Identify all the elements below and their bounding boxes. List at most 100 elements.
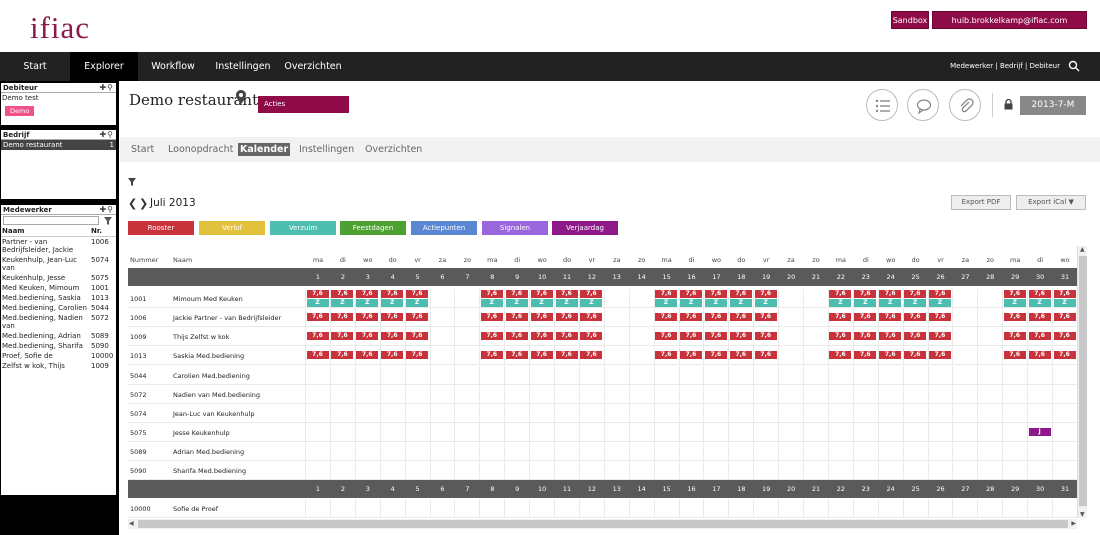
scroll-right-icon[interactable]: ▶ [1071, 520, 1076, 527]
rooster-cell[interactable]: 7,6 [1053, 290, 1076, 298]
rooster-cell[interactable]: 7,6 [306, 332, 329, 340]
rooster-cell[interactable]: 7,6 [1003, 351, 1026, 359]
verzuim-cell[interactable]: Z [331, 299, 354, 307]
scroll-thumb[interactable] [1079, 256, 1087, 506]
rooster-cell[interactable]: 7,6 [1028, 313, 1051, 321]
rooster-cell[interactable]: 7,6 [655, 290, 678, 298]
rooster-cell[interactable]: 7,6 [1053, 313, 1076, 321]
table-row[interactable] [128, 461, 1077, 480]
nav-overzichten[interactable]: Overzichten [284, 61, 342, 72]
rooster-cell[interactable]: 7,6 [829, 313, 852, 321]
rooster-cell[interactable]: 7,6 [331, 351, 354, 359]
scroll-down-icon[interactable]: ▼ [1080, 511, 1085, 518]
rooster-cell[interactable]: 7,6 [754, 290, 777, 298]
rooster-cell[interactable]: 7,6 [729, 332, 752, 340]
rooster-cell[interactable]: 7,6 [480, 290, 503, 298]
rooster-cell[interactable]: 7,6 [381, 351, 404, 359]
rooster-cell[interactable]: 7,6 [680, 332, 702, 340]
scroll-thumb[interactable] [138, 520, 1068, 528]
verzuim-cell[interactable]: Z [655, 299, 678, 307]
rooster-cell[interactable]: 7,6 [505, 313, 528, 321]
rooster-cell[interactable]: 7,6 [580, 332, 603, 340]
rooster-cell[interactable]: 7,6 [704, 332, 727, 340]
rooster-cell[interactable]: 7,6 [729, 290, 752, 298]
verzuim-cell[interactable]: Z [854, 299, 877, 307]
horizontal-scrollbar[interactable]: ◀ ▶ [128, 519, 1077, 529]
rooster-cell[interactable]: 7,6 [356, 313, 379, 321]
tab-start[interactable]: Start [131, 144, 155, 155]
medewerker-row[interactable]: Med.bediening, Saskia 1013 [1, 293, 116, 303]
rooster-cell[interactable]: 7,6 [929, 313, 951, 321]
medewerker-row[interactable]: Med Keuken, Mimoum 1001 [1, 283, 116, 293]
rooster-cell[interactable]: 7,6 [854, 332, 877, 340]
col-nr[interactable]: Nr. [91, 227, 102, 235]
bedrijf-item[interactable]: Demo restaurant 1 [1, 140, 116, 150]
rooster-cell[interactable]: 7,6 [754, 313, 777, 321]
medewerker-row[interactable]: Med.bediening, Nadien van 5072 [1, 313, 116, 331]
rooster-cell[interactable]: 7,6 [406, 332, 429, 340]
rooster-cell[interactable]: 7,6 [356, 351, 379, 359]
verzuim-cell[interactable]: Z [1028, 299, 1051, 307]
vertical-scrollbar[interactable]: ▲ ▼ [1077, 246, 1087, 518]
rooster-cell[interactable]: 7,6 [381, 313, 404, 321]
medewerker-row[interactable]: Med.bediening, Adrian 5089 [1, 331, 116, 341]
list-button[interactable] [866, 89, 898, 121]
verzuim-cell[interactable]: Z [480, 299, 503, 307]
rooster-cell[interactable]: 7,6 [555, 332, 578, 340]
rooster-cell[interactable]: 7,6 [829, 332, 852, 340]
rooster-cell[interactable]: 7,6 [829, 290, 852, 298]
attachment-button[interactable] [949, 89, 981, 121]
rooster-cell[interactable]: 7,6 [356, 332, 379, 340]
verjaardag-cell[interactable]: J [1028, 428, 1051, 436]
table-row[interactable] [128, 423, 1077, 442]
medewerker-filter-input[interactable] [3, 216, 99, 225]
rooster-cell[interactable]: 7,6 [406, 351, 429, 359]
rooster-cell[interactable]: 7,6 [754, 351, 777, 359]
rooster-cell[interactable]: 7,6 [879, 313, 902, 321]
demo-badge[interactable]: Demo [5, 106, 35, 116]
verzuim-cell[interactable]: Z [381, 299, 404, 307]
export-ical-dropdown[interactable]: Export iCal ▼ [1016, 195, 1086, 210]
rooster-cell[interactable]: 7,6 [904, 332, 927, 340]
search-icon[interactable] [1068, 60, 1080, 72]
verzuim-cell[interactable]: Z [356, 299, 379, 307]
table-row[interactable] [128, 366, 1077, 385]
tab-overzichten[interactable]: Overzichten [365, 144, 423, 155]
rooster-cell[interactable]: 7,6 [904, 351, 927, 359]
rooster-cell[interactable]: 7,6 [1053, 332, 1076, 340]
table-row[interactable] [128, 346, 1077, 365]
verzuim-cell[interactable]: Z [704, 299, 727, 307]
add-search-icon[interactable]: ✚⚲ [99, 205, 114, 214]
rooster-cell[interactable]: 7,6 [356, 290, 379, 298]
sandbox-button[interactable]: Sandbox [891, 11, 929, 29]
filter-icon[interactable] [128, 178, 136, 186]
rooster-cell[interactable]: 7,6 [381, 332, 404, 340]
rooster-cell[interactable]: 7,6 [655, 313, 678, 321]
comment-button[interactable] [907, 89, 939, 121]
verzuim-cell[interactable]: Z [1053, 299, 1076, 307]
rooster-cell[interactable]: 7,6 [729, 313, 752, 321]
tag-rooster[interactable]: Rooster [128, 221, 194, 235]
rooster-cell[interactable]: 7,6 [904, 290, 927, 298]
rooster-cell[interactable]: 7,6 [655, 351, 678, 359]
add-search-icon[interactable]: ✚⚲ [99, 130, 114, 139]
add-search-icon[interactable]: ✚⚲ [99, 83, 114, 92]
verzuim-cell[interactable]: Z [904, 299, 927, 307]
tab-loonopdracht[interactable]: Loonopdracht [168, 144, 234, 155]
rooster-cell[interactable]: 7,6 [1003, 332, 1026, 340]
rooster-cell[interactable]: 7,6 [480, 313, 503, 321]
table-row[interactable] [128, 442, 1077, 461]
rooster-cell[interactable]: 7,6 [530, 290, 553, 298]
tag-verlof[interactable]: Verlof [199, 221, 265, 235]
nav-explorer[interactable]: Explorer [70, 52, 138, 81]
rooster-cell[interactable]: 7,6 [879, 351, 902, 359]
ifiac-logo[interactable]: ifiac [30, 10, 91, 45]
rooster-cell[interactable]: 7,6 [879, 290, 902, 298]
tag-verjaardag[interactable]: Verjaardag [552, 221, 618, 235]
scroll-up-icon[interactable]: ▲ [1080, 246, 1085, 253]
rooster-cell[interactable]: 7,6 [480, 351, 503, 359]
rooster-cell[interactable]: 7,6 [306, 290, 329, 298]
rooster-cell[interactable]: 7,6 [829, 351, 852, 359]
rooster-cell[interactable]: 7,6 [1053, 351, 1076, 359]
rooster-cell[interactable]: 7,6 [306, 351, 329, 359]
